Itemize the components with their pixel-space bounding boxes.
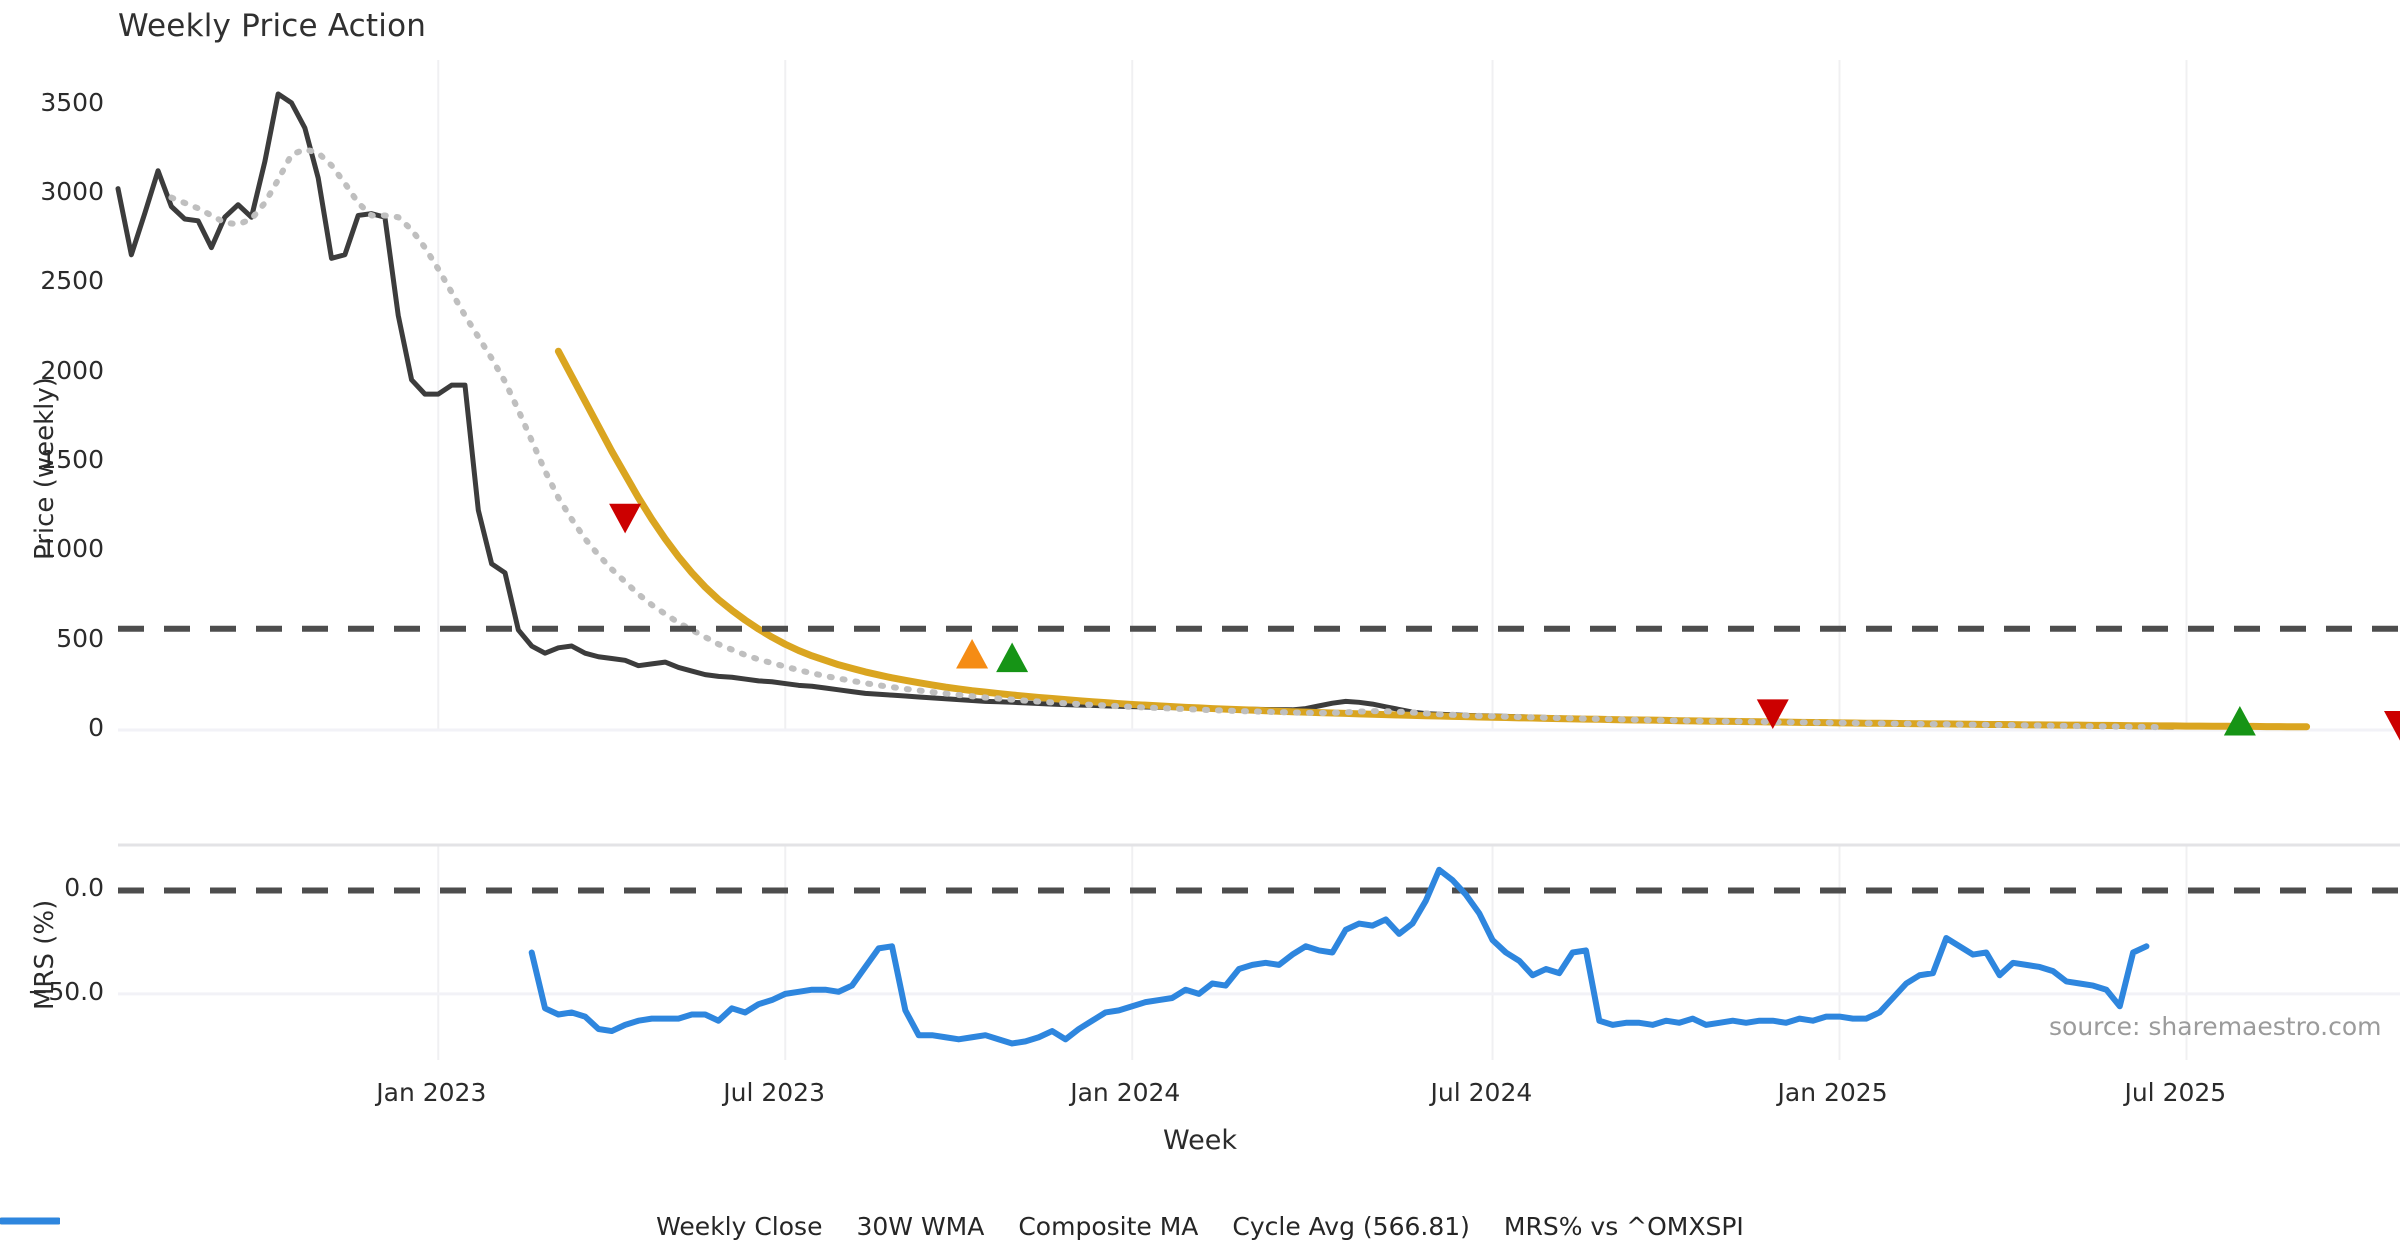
price-panel <box>115 91 2400 741</box>
legend-label: 30W WMA <box>856 1212 985 1241</box>
legend-label: Weekly Close <box>656 1212 823 1241</box>
price-ytick: 1000 <box>40 534 104 564</box>
series-line <box>554 347 2311 731</box>
mrs-panel <box>118 866 2400 1047</box>
x-tick: Jan 2025 <box>1777 1078 1888 1107</box>
price-ytick: 0 <box>88 713 104 742</box>
series-line <box>168 146 2163 731</box>
x-tick: Jan 2024 <box>1070 1078 1181 1107</box>
legend-label: MRS% vs ^OMXSPI <box>1503 1212 1744 1241</box>
sell-marker <box>609 503 642 534</box>
mrs-ytick: −50.0 <box>27 976 104 1006</box>
legend-item[interactable]: 30W WMA <box>0 1212 985 1241</box>
source-watermark: source: sharemaestro.com <box>2049 1012 2382 1041</box>
buy-marker <box>2223 705 2256 736</box>
price-ytick: 500 <box>56 623 104 653</box>
legend-item[interactable]: Cycle Avg (566.81) <box>0 1212 1470 1241</box>
legend-item[interactable]: Weekly Close <box>0 1212 823 1241</box>
x-tick: Jul 2023 <box>723 1078 825 1107</box>
price-ytick: 3000 <box>40 177 104 206</box>
price-ytick: 2000 <box>40 355 104 385</box>
mrs-ytick: 0.0 <box>64 873 104 903</box>
sell-marker <box>2384 711 2400 741</box>
x-axis-label: Week <box>1163 1125 1237 1156</box>
price-ytick: 2500 <box>40 266 104 296</box>
legend-item[interactable]: MRS% vs ^OMXSPI <box>0 1212 1744 1241</box>
sell-marker <box>1756 699 1789 730</box>
x-tick: Jan 2023 <box>376 1078 487 1107</box>
legend-label: Cycle Avg (566.81) <box>1232 1212 1470 1241</box>
series-line <box>115 91 2176 730</box>
chart-legend: Weekly Close 30W WMA Composite MA Cycle Avg… <box>0 1212 2400 1241</box>
legend-swatch-5 <box>0 1217 60 1225</box>
gridlines <box>118 60 2400 1060</box>
buy-marker <box>996 642 1029 673</box>
mrs-series-line <box>528 866 2150 1047</box>
x-tick: Jul 2025 <box>2124 1078 2227 1107</box>
x-tick: Jul 2024 <box>1430 1078 1533 1107</box>
legend-label: Composite MA <box>1018 1212 1199 1241</box>
price-ytick: 3500 <box>40 87 104 117</box>
warn-marker <box>956 638 989 669</box>
chart-title: Weekly Price Action <box>118 8 427 44</box>
price-ytick: 1500 <box>40 445 104 474</box>
legend-item[interactable]: Composite MA <box>0 1212 1199 1241</box>
